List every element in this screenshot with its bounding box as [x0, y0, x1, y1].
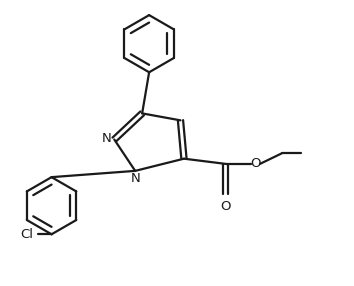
Text: Cl: Cl — [21, 228, 33, 241]
Text: N: N — [102, 132, 112, 145]
Text: O: O — [250, 157, 261, 170]
Text: N: N — [130, 172, 140, 185]
Text: O: O — [221, 200, 231, 213]
